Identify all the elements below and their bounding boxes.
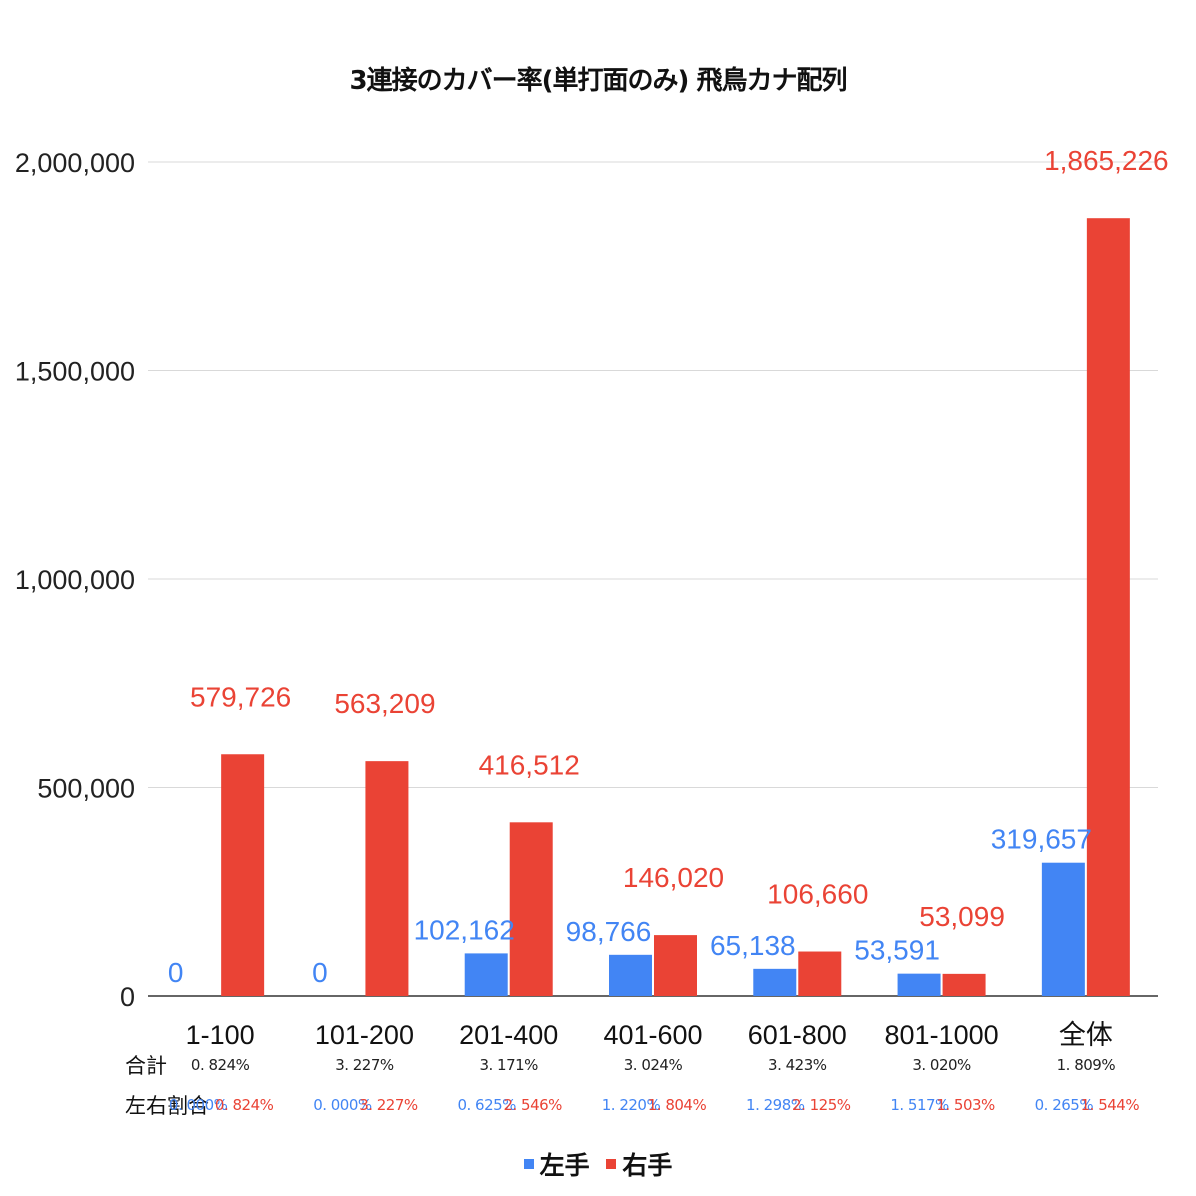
x-tick-label: 101-200 [315, 1020, 414, 1050]
bar-right [365, 761, 409, 996]
data-label-left: 0 [168, 957, 184, 988]
right-ratio: 1. 503% [936, 1096, 995, 1114]
left-ratio: 1. 220% [601, 1096, 661, 1114]
total-percentage: 3. 020% [912, 1056, 971, 1074]
legend-item-left: 左手 [523, 1146, 590, 1182]
right-ratio: 3. 227% [359, 1096, 418, 1114]
legend-item-right: 右手 [606, 1146, 672, 1182]
legend-label-left: 左手 [539, 1151, 590, 1180]
right-ratio: 0. 824% [214, 1096, 274, 1114]
total-percentage: 1. 809% [1056, 1056, 1116, 1074]
data-label-left: 98,766 [566, 916, 652, 947]
data-label-left: 0 [312, 957, 328, 988]
x-axis-ticks: 1-100 101-200 201-400 401-600 601-800 801-100… [186, 1020, 1113, 1050]
left-ratio: 0. 265% [1034, 1096, 1094, 1114]
left-ratio: 0. 000% [168, 1096, 228, 1114]
left-ratio: 1. 298% [746, 1096, 805, 1114]
ratio-row-label: 左右割合 [125, 1094, 209, 1118]
legend-label-right: 右手 [622, 1151, 673, 1180]
bar-left [897, 973, 941, 996]
y-tick-label: 2,000,000 [15, 148, 135, 178]
bar-right [654, 935, 697, 996]
data-label-left: 53,591 [854, 935, 940, 966]
data-label-left: 65,138 [710, 930, 796, 961]
bar-right [221, 754, 265, 996]
right-ratio: 1. 544% [1080, 1096, 1140, 1114]
left-ratio: 1. 517% [890, 1096, 949, 1114]
data-label-right: 416,512 [479, 749, 580, 780]
data-label-right: 563,209 [334, 688, 435, 719]
left-ratio: 0. 625% [457, 1096, 516, 1114]
y-tick-label: 1,000,000 [15, 565, 135, 595]
total-percentage: 0. 824% [190, 1056, 250, 1074]
y-axis-ticks: 0 500,000 1,000,000 1,500,000 2,000,000 [15, 148, 135, 1012]
bar-left [464, 953, 508, 996]
bar-left [753, 968, 797, 996]
data-label-right: 53,099 [919, 901, 1005, 932]
y-tick-label: 0 [120, 982, 135, 1012]
x-tick-label: 201-400 [459, 1020, 558, 1050]
bars [221, 218, 1130, 997]
x-tick-label: 全体 [1059, 1020, 1113, 1050]
legend-swatch-right [606, 1159, 617, 1169]
total-percentage: 3. 423% [768, 1056, 827, 1074]
total-row-label: 合計 [125, 1054, 167, 1078]
y-tick-label: 1,500,000 [15, 357, 135, 387]
x-tick-label: 1-100 [186, 1020, 255, 1050]
x-tick-label: 401-600 [603, 1020, 702, 1050]
y-tick-label: 500,000 [37, 774, 135, 804]
left-ratio: 0. 000% [313, 1096, 372, 1114]
legend: 左手 右手 [0, 1146, 1196, 1182]
total-percentage: 3. 227% [335, 1056, 394, 1074]
chart-title: 3連接のカバー率(単打面のみ) 飛鳥カナ配列 [349, 66, 848, 96]
x-tick-label: 601-800 [748, 1020, 847, 1050]
total-percentage: 3. 171% [479, 1056, 538, 1074]
bar-right [798, 951, 842, 996]
gridlines [148, 161, 1158, 997]
bar-right [509, 822, 553, 996]
bar-right [942, 973, 986, 996]
right-ratio: 2. 546% [503, 1096, 562, 1114]
total-percentage: 3. 024% [623, 1056, 683, 1074]
legend-swatch-left [523, 1159, 534, 1169]
data-labels: 0 579,726 0 563,209 102,162 416,512 98,766 146,… [168, 145, 1169, 988]
data-label-right: 1,865,226 [1044, 145, 1169, 176]
data-label-left: 102,162 [414, 914, 515, 945]
bar-chart: 0 500,000 1,000,000 1,500,000 2,000,000 0 579… [15, 145, 1169, 1050]
bar-right [1086, 218, 1130, 997]
right-ratio: 2. 125% [792, 1096, 851, 1114]
data-label-left: 319,657 [991, 824, 1092, 855]
data-label-right: 106,660 [767, 879, 868, 910]
data-label-right: 146,020 [623, 862, 724, 893]
x-tick-label: 801-1000 [885, 1020, 999, 1050]
data-label-right: 579,726 [190, 681, 291, 712]
bar-left [1041, 862, 1085, 996]
right-ratio: 1. 804% [647, 1096, 707, 1114]
bar-left [609, 954, 652, 996]
